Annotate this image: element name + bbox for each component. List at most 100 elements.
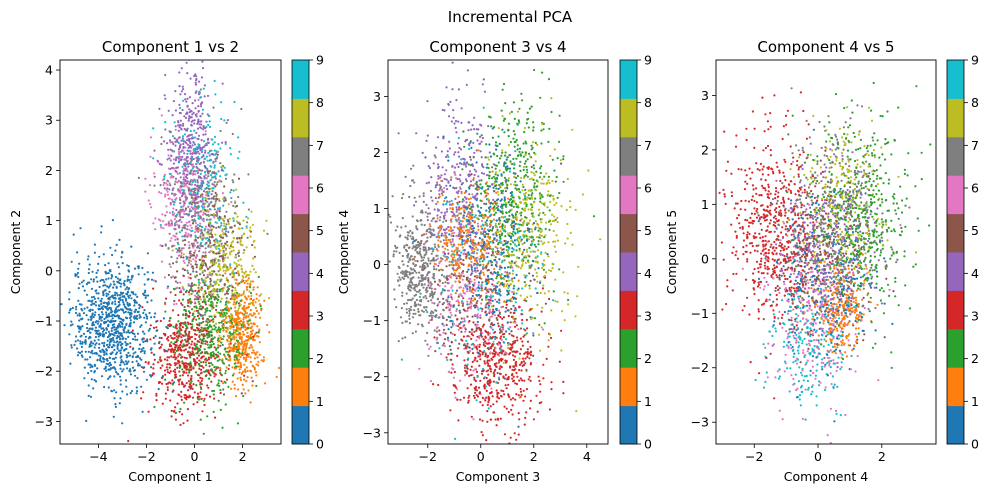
point-label-7 xyxy=(219,129,222,133)
point-label-1 xyxy=(243,340,246,343)
point-label-6 xyxy=(206,228,209,231)
point-label-0 xyxy=(466,303,469,306)
point-label-6 xyxy=(196,170,199,173)
point-label-0 xyxy=(153,315,156,319)
point-label-8 xyxy=(240,234,244,237)
point-label-0 xyxy=(92,278,95,281)
point-label-0 xyxy=(145,315,149,318)
point-label-4 xyxy=(197,137,200,141)
point-label-2 xyxy=(538,323,541,326)
point-label-8 xyxy=(220,315,223,318)
point-label-2 xyxy=(219,288,222,291)
point-label-4 xyxy=(226,119,229,122)
point-label-3 xyxy=(183,344,187,347)
point-label-8 xyxy=(248,229,251,232)
point-label-1 xyxy=(234,342,237,345)
point-label-8 xyxy=(541,178,544,181)
point-label-1 xyxy=(248,337,251,340)
point-label-6 xyxy=(197,98,200,101)
point-label-0 xyxy=(143,291,146,294)
point-label-8 xyxy=(209,261,213,264)
point-label-6 xyxy=(173,218,176,221)
point-label-0 xyxy=(129,392,132,395)
point-label-8 xyxy=(534,220,538,223)
point-label-7 xyxy=(186,228,189,231)
point-label-0 xyxy=(97,338,100,341)
point-label-8 xyxy=(235,220,239,223)
point-label-5 xyxy=(213,239,216,242)
point-label-3 xyxy=(511,397,515,400)
point-label-3 xyxy=(521,379,524,382)
point-label-5 xyxy=(238,236,241,240)
point-label-8 xyxy=(250,210,253,213)
point-label-2 xyxy=(498,233,501,236)
point-label-0 xyxy=(71,323,74,326)
point-label-0 xyxy=(103,281,106,284)
point-label-3 xyxy=(188,353,191,356)
point-label-4 xyxy=(197,134,201,137)
point-label-0 xyxy=(113,361,117,364)
point-label-6 xyxy=(178,254,181,257)
subplot-title: Component 1 vs 2 xyxy=(102,38,239,56)
point-label-3 xyxy=(511,342,515,345)
point-label-3 xyxy=(175,340,178,344)
point-label-1 xyxy=(245,356,248,359)
point-label-0 xyxy=(113,323,116,326)
point-label-4 xyxy=(195,131,198,134)
point-label-4 xyxy=(169,139,172,142)
point-label-3 xyxy=(485,439,488,442)
point-label-2 xyxy=(217,379,220,382)
point-label-2 xyxy=(224,347,227,350)
point-label-5 xyxy=(197,236,200,239)
point-label-8 xyxy=(204,202,207,205)
point-label-0 xyxy=(76,339,80,342)
point-label-1 xyxy=(242,353,245,356)
point-label-3 xyxy=(195,309,198,312)
point-label-0 xyxy=(144,321,147,324)
point-label-9 xyxy=(206,159,209,162)
point-label-9 xyxy=(194,180,197,183)
point-label-7 xyxy=(225,121,228,124)
point-label-2 xyxy=(204,308,207,311)
point-label-3 xyxy=(187,291,191,294)
point-label-4 xyxy=(174,228,177,231)
point-label-5 xyxy=(223,215,226,218)
point-label-2 xyxy=(199,338,202,341)
point-label-0 xyxy=(98,285,101,289)
point-label-0 xyxy=(146,340,149,343)
point-label-8 xyxy=(574,315,577,318)
point-label-1 xyxy=(242,347,245,350)
point-label-4 xyxy=(189,77,192,80)
point-label-2 xyxy=(210,355,213,359)
point-label-7 xyxy=(215,195,218,198)
point-label-7 xyxy=(170,276,173,279)
point-label-0 xyxy=(79,335,82,338)
point-label-9 xyxy=(229,191,232,194)
point-label-9 xyxy=(177,243,180,246)
point-label-4 xyxy=(186,143,189,146)
point-label-3 xyxy=(191,350,194,353)
point-label-2 xyxy=(187,310,190,313)
point-label-8 xyxy=(212,213,216,216)
point-label-1 xyxy=(254,316,257,319)
point-label-0 xyxy=(116,340,119,343)
point-label-3 xyxy=(196,340,199,343)
point-label-9 xyxy=(237,136,240,139)
point-label-4 xyxy=(190,124,193,127)
point-label-3 xyxy=(188,337,191,340)
point-label-4 xyxy=(199,115,202,118)
point-label-8 xyxy=(246,274,250,277)
point-label-4 xyxy=(166,158,169,161)
point-label-0 xyxy=(96,332,99,336)
point-label-8 xyxy=(216,311,219,314)
point-label-7 xyxy=(211,224,214,227)
point-label-8 xyxy=(516,110,520,113)
point-label-0 xyxy=(102,284,105,287)
point-label-2 xyxy=(204,311,207,314)
point-label-0 xyxy=(97,354,100,357)
point-label-0 xyxy=(110,277,113,280)
point-label-9 xyxy=(238,150,241,153)
point-label-6 xyxy=(200,179,203,182)
point-label-4 xyxy=(163,187,166,190)
